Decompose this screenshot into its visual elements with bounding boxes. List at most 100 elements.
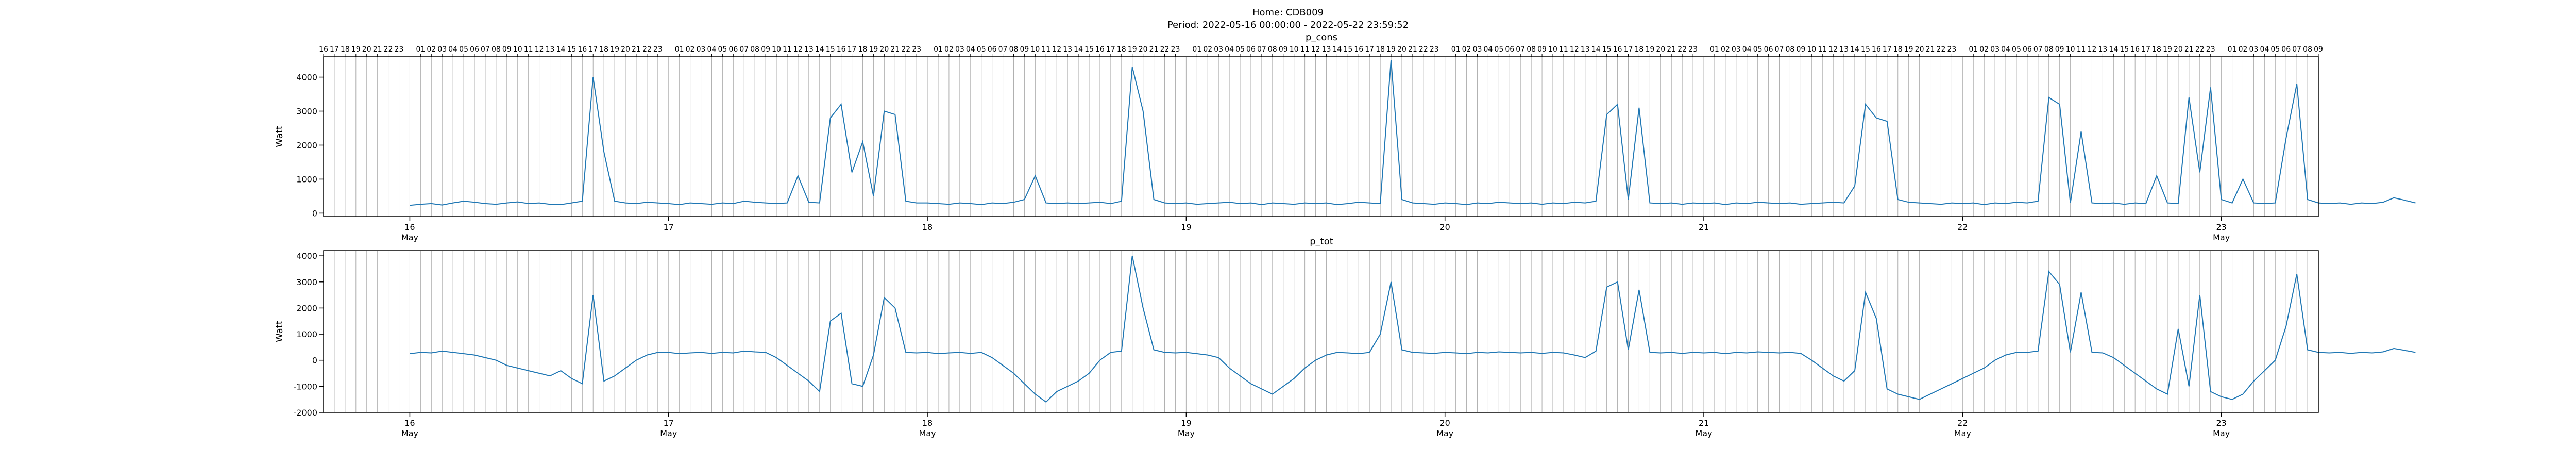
x-tick-label-month: May xyxy=(1436,428,1453,438)
top-hour-tick-label: 22 xyxy=(1419,45,1428,54)
top-hour-tick-label: 18 xyxy=(1117,45,1126,54)
top-hour-tick-label: 06 xyxy=(2023,45,2032,54)
top-hour-tick-label: 07 xyxy=(2292,45,2301,54)
top-hour-tick-label: 01 xyxy=(1451,45,1461,54)
top-hour-tick-label: 07 xyxy=(739,45,749,54)
top-hour-tick-label: 05 xyxy=(459,45,468,54)
x-tick-label-month: May xyxy=(401,428,418,438)
top-hour-tick-label: 03 xyxy=(1990,45,1999,54)
top-hour-tick-label: 02 xyxy=(686,45,695,54)
top-hour-tick-label: 22 xyxy=(642,45,652,54)
x-tick-label-day: 22 xyxy=(1957,222,1968,232)
y-axis-label: Watt xyxy=(274,126,285,147)
y-tick-label: -2000 xyxy=(294,408,318,418)
top-hour-tick-label: 11 xyxy=(2077,45,2086,54)
series-line-p-cons xyxy=(410,60,2416,206)
top-hour-tick-label: 15 xyxy=(1602,45,1612,54)
top-hour-tick-label: 14 xyxy=(2109,45,2118,54)
top-hour-tick-label: 12 xyxy=(793,45,803,54)
top-hour-tick-label: 18 xyxy=(1635,45,1644,54)
top-hour-tick-label: 02 xyxy=(2239,45,2248,54)
x-tick-label-day: 18 xyxy=(922,418,933,428)
x-tick-label-month: May xyxy=(1954,428,1971,438)
x-tick-label-day: 20 xyxy=(1440,418,1450,428)
top-hour-tick-label: 06 xyxy=(728,45,738,54)
top-hour-tick-label: 18 xyxy=(1893,45,1903,54)
top-hour-tick-label: 13 xyxy=(1063,45,1072,54)
top-hour-tick-label: 07 xyxy=(1775,45,1784,54)
y-tick-label: 0 xyxy=(312,356,317,366)
top-hour-tick-label: 12 xyxy=(1828,45,1838,54)
top-hour-tick-label: 23 xyxy=(395,45,404,54)
top-hour-tick-label: 09 xyxy=(1796,45,1805,54)
top-hour-tick-label: 05 xyxy=(1235,45,1245,54)
x-tick-label-month: May xyxy=(2213,428,2230,438)
top-hour-tick-label: 20 xyxy=(2174,45,2183,54)
top-hour-tick-label: 10 xyxy=(1290,45,1299,54)
top-hour-tick-label: 09 xyxy=(502,45,512,54)
top-hour-tick-label: 01 xyxy=(1192,45,1201,54)
top-hour-tick-label: 13 xyxy=(546,45,555,54)
top-hour-tick-label: 21 xyxy=(632,45,641,54)
top-hour-tick-label: 19 xyxy=(1128,45,1137,54)
top-hour-tick-label: 01 xyxy=(1710,45,1719,54)
figure-title-home: Home: CDB009 xyxy=(1252,7,1324,18)
top-hour-tick-label: 08 xyxy=(1527,45,1536,54)
y-tick-label: 2000 xyxy=(296,140,317,150)
top-hour-tick-label: 14 xyxy=(815,45,824,54)
top-hour-tick-label: 11 xyxy=(783,45,792,54)
top-hour-tick-label: 03 xyxy=(1214,45,1223,54)
top-hour-tick-label: 19 xyxy=(610,45,619,54)
top-hour-tick-label: 15 xyxy=(1084,45,1094,54)
top-hour-tick-label: 17 xyxy=(2141,45,2150,54)
y-tick-label: 1000 xyxy=(296,329,317,339)
top-hour-tick-label: 01 xyxy=(675,45,684,54)
top-hour-tick-label: 05 xyxy=(718,45,727,54)
top-hour-tick-label: 23 xyxy=(653,45,663,54)
top-hour-tick-label: 13 xyxy=(1839,45,1849,54)
top-hour-tick-label: 05 xyxy=(2270,45,2280,54)
top-hour-tick-label: 04 xyxy=(966,45,975,54)
top-hour-tick-label: 11 xyxy=(1818,45,1827,54)
top-hour-tick-label: 07 xyxy=(2033,45,2043,54)
top-hour-tick-label: 07 xyxy=(1257,45,1266,54)
top-hour-tick-label: 15 xyxy=(2120,45,2129,54)
x-tick-label-month: May xyxy=(1695,428,1712,438)
top-hour-tick-label: 01 xyxy=(2228,45,2237,54)
figure-title-period: Period: 2022-05-16 00:00:00 - 2022-05-22… xyxy=(1167,20,1409,30)
y-tick-label: 4000 xyxy=(296,73,317,82)
top-hour-tick-label: 04 xyxy=(707,45,717,54)
top-hour-tick-label: 02 xyxy=(1462,45,1471,54)
x-tick-label-day: 16 xyxy=(404,418,415,428)
top-hour-tick-label: 03 xyxy=(437,45,447,54)
top-hour-tick-label: 20 xyxy=(1397,45,1406,54)
top-hour-tick-label: 23 xyxy=(2206,45,2215,54)
top-hour-tick-label: 02 xyxy=(944,45,954,54)
x-tick-label-month: May xyxy=(919,428,936,438)
top-hour-tick-label: 21 xyxy=(1149,45,1159,54)
top-hour-tick-label: 09 xyxy=(1537,45,1547,54)
top-hour-tick-label: 16 xyxy=(319,45,328,54)
x-tick-label-day: 22 xyxy=(1957,418,1968,428)
y-tick-label: 4000 xyxy=(296,251,317,261)
top-hour-tick-label: 18 xyxy=(599,45,608,54)
top-hour-tick-label: 02 xyxy=(1979,45,1989,54)
top-hour-tick-label: 23 xyxy=(1430,45,1439,54)
top-hour-tick-label: 18 xyxy=(341,45,350,54)
top-hour-tick-label: 17 xyxy=(1883,45,1892,54)
top-hour-tick-label: 09 xyxy=(761,45,770,54)
top-hour-tick-label: 16 xyxy=(2130,45,2140,54)
top-hour-tick-label: 19 xyxy=(1645,45,1654,54)
top-hour-tick-label: 13 xyxy=(804,45,814,54)
x-tick-label-day: 17 xyxy=(664,222,674,232)
top-hour-tick-label: 11 xyxy=(1300,45,1310,54)
top-hour-tick-label: 21 xyxy=(890,45,900,54)
top-hour-tick-label: 13 xyxy=(2098,45,2107,54)
top-hour-tick-label: 23 xyxy=(1171,45,1180,54)
top-hour-tick-label: 17 xyxy=(330,45,339,54)
series-line-p-tot xyxy=(410,255,2416,403)
top-hour-tick-label: 14 xyxy=(1074,45,1083,54)
top-hour-tick-label: 22 xyxy=(1677,45,1687,54)
